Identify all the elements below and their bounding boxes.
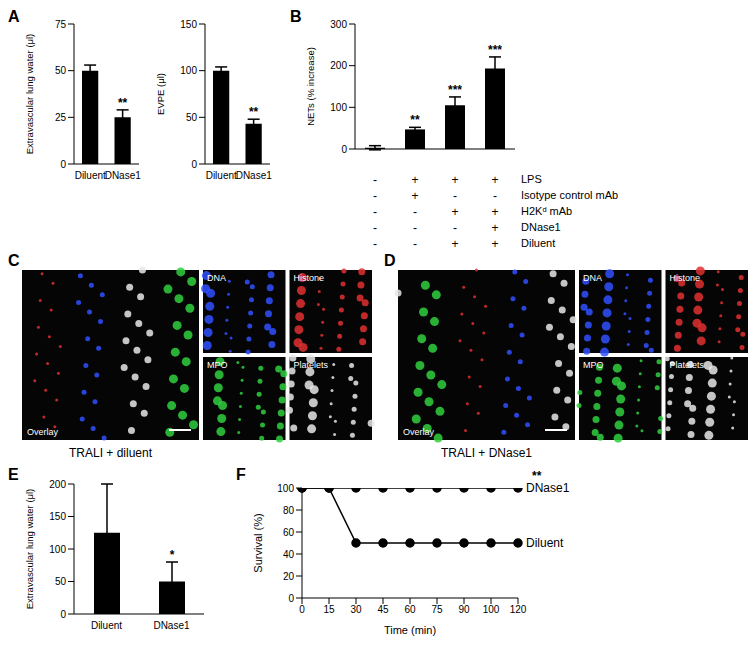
svg-text:25: 25	[55, 112, 67, 123]
svg-text:150: 150	[49, 511, 66, 522]
svg-text:15: 15	[323, 604, 335, 615]
svg-text:Diluent: Diluent	[206, 170, 237, 181]
svg-text:20: 20	[283, 571, 295, 582]
svg-text:Overlay: Overlay	[403, 427, 435, 437]
html-text:C: C	[8, 252, 20, 269]
svg-text:***: ***	[448, 83, 462, 97]
svg-text:80: 80	[283, 505, 295, 516]
svg-text:0: 0	[60, 609, 66, 620]
svg-text:200: 200	[330, 60, 347, 71]
html-text:LPS: LPS	[521, 173, 542, 185]
svg-text:DNA: DNA	[583, 273, 602, 283]
svg-text:0: 0	[341, 144, 347, 155]
svg-text:40: 40	[283, 549, 295, 560]
html-text:D: D	[384, 252, 396, 269]
svg-text:100: 100	[180, 65, 197, 76]
svg-text:DNase1: DNase1	[526, 481, 570, 495]
svg-text:Survival (%): Survival (%)	[252, 513, 264, 572]
svg-text:**: **	[118, 96, 128, 110]
svg-text:0: 0	[288, 593, 294, 604]
svg-text:***: ***	[488, 43, 502, 57]
svg-text:300: 300	[330, 19, 347, 30]
svg-text:Diluent: Diluent	[75, 170, 106, 181]
svg-text:DNA: DNA	[207, 273, 226, 283]
svg-text:EVPE (μl): EVPE (μl)	[155, 73, 166, 115]
svg-text:Overlay: Overlay	[27, 427, 59, 437]
svg-text:**: **	[532, 469, 542, 483]
svg-text:**: **	[249, 105, 259, 119]
svg-text:100: 100	[277, 483, 294, 494]
svg-text:MPO: MPO	[207, 360, 228, 370]
html-text:H2Kᵈ mAb: H2Kᵈ mAb	[521, 205, 573, 217]
svg-text:NETs (% increase): NETs (% increase)	[305, 47, 316, 126]
svg-text:45: 45	[377, 604, 389, 615]
svg-text:Extravascular lung water (μl): Extravascular lung water (μl)	[24, 34, 35, 155]
svg-text:100: 100	[483, 604, 500, 615]
svg-text:50: 50	[55, 576, 67, 587]
svg-text:0: 0	[191, 159, 197, 170]
svg-text:200: 200	[49, 479, 66, 490]
svg-text:120: 120	[510, 604, 527, 615]
svg-text:DNase1: DNase1	[236, 170, 273, 181]
svg-text:Histone: Histone	[670, 273, 701, 283]
svg-text:150: 150	[180, 19, 197, 30]
svg-text:Time (min): Time (min)	[384, 624, 436, 636]
svg-text:60: 60	[283, 527, 295, 538]
svg-text:0: 0	[60, 159, 66, 170]
svg-text:Platelets: Platelets	[670, 360, 705, 370]
html-text:TRALI + DNase1: TRALI + DNase1	[441, 446, 532, 460]
svg-text:100: 100	[330, 102, 347, 113]
svg-text:60: 60	[404, 604, 416, 615]
svg-text:Extravascular lung water (μl): Extravascular lung water (μl)	[24, 489, 35, 610]
svg-text:75: 75	[431, 604, 443, 615]
svg-text:50: 50	[55, 65, 67, 76]
svg-text:30: 30	[350, 604, 362, 615]
svg-text:0: 0	[299, 604, 305, 615]
html-text:B: B	[290, 8, 302, 25]
svg-text:Histone: Histone	[294, 273, 325, 283]
svg-text:Diluent: Diluent	[91, 620, 122, 631]
svg-text:75: 75	[55, 19, 67, 30]
svg-text:90: 90	[458, 604, 470, 615]
svg-text:MPO: MPO	[583, 360, 604, 370]
svg-text:100: 100	[49, 544, 66, 555]
svg-text:DNase1: DNase1	[105, 170, 142, 181]
html-text:Isotype control mAb: Isotype control mAb	[521, 189, 619, 201]
svg-text:*: *	[170, 548, 175, 562]
html-text:DNase1: DNase1	[521, 221, 561, 233]
html-text:TRALI + diluent: TRALI + diluent	[69, 446, 152, 460]
html-text:A: A	[8, 8, 20, 25]
html-text:E: E	[8, 466, 19, 483]
svg-text:DNase1: DNase1	[153, 620, 190, 631]
svg-text:50: 50	[186, 112, 198, 123]
html-text:F: F	[236, 466, 246, 483]
svg-text:**: **	[410, 113, 420, 127]
svg-text:Platelets: Platelets	[294, 360, 329, 370]
html-text:Diluent: Diluent	[521, 237, 556, 249]
svg-text:Diluent: Diluent	[526, 536, 564, 550]
